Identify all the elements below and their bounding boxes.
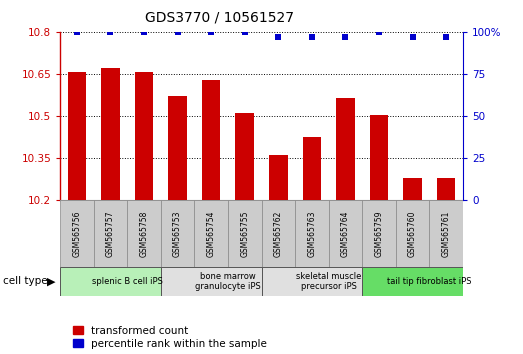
- Text: GDS3770 / 10561527: GDS3770 / 10561527: [145, 11, 294, 25]
- Point: [408, 34, 417, 40]
- Bar: [127, 200, 161, 267]
- Bar: [60, 200, 94, 267]
- Bar: [60, 267, 161, 296]
- Point: [73, 29, 81, 35]
- Bar: [101, 68, 120, 200]
- Point: [442, 34, 450, 40]
- Bar: [362, 267, 463, 296]
- Text: GSM565756: GSM565756: [72, 210, 82, 257]
- Point: [274, 34, 282, 40]
- Point: [241, 29, 249, 35]
- Point: [106, 29, 115, 35]
- Text: cell type: cell type: [3, 276, 47, 286]
- Bar: [94, 200, 127, 267]
- Legend: transformed count, percentile rank within the sample: transformed count, percentile rank withi…: [73, 326, 267, 349]
- Text: GSM565759: GSM565759: [374, 210, 383, 257]
- Text: splenic B cell iPS: splenic B cell iPS: [92, 277, 163, 286]
- Bar: [269, 155, 288, 200]
- Bar: [161, 200, 195, 267]
- Point: [308, 34, 316, 40]
- Bar: [303, 137, 321, 200]
- Bar: [161, 267, 262, 296]
- Text: GSM565755: GSM565755: [240, 210, 249, 257]
- Bar: [168, 96, 187, 200]
- Bar: [67, 73, 86, 200]
- Text: tail tip fibroblast iPS: tail tip fibroblast iPS: [387, 277, 472, 286]
- Bar: [429, 200, 463, 267]
- Bar: [362, 200, 396, 267]
- Text: bone marrow
granulocyte iPS: bone marrow granulocyte iPS: [195, 272, 261, 291]
- Text: GSM565753: GSM565753: [173, 210, 182, 257]
- Bar: [262, 267, 362, 296]
- Bar: [403, 178, 422, 200]
- Bar: [195, 200, 228, 267]
- Point: [375, 29, 383, 35]
- Bar: [295, 200, 328, 267]
- Bar: [328, 200, 362, 267]
- Point: [174, 29, 182, 35]
- Bar: [437, 178, 456, 200]
- Bar: [135, 73, 153, 200]
- Point: [140, 29, 148, 35]
- Bar: [336, 98, 355, 200]
- Text: GSM565762: GSM565762: [274, 210, 283, 257]
- Point: [207, 29, 215, 35]
- Text: GSM565757: GSM565757: [106, 210, 115, 257]
- Point: [341, 34, 349, 40]
- Text: GSM565760: GSM565760: [408, 210, 417, 257]
- Text: ▶: ▶: [47, 276, 55, 286]
- Text: GSM565758: GSM565758: [140, 210, 149, 257]
- Bar: [228, 200, 262, 267]
- Bar: [202, 80, 220, 200]
- Text: skeletal muscle
precursor iPS: skeletal muscle precursor iPS: [296, 272, 361, 291]
- Bar: [370, 115, 388, 200]
- Text: GSM565754: GSM565754: [207, 210, 215, 257]
- Text: GSM565763: GSM565763: [308, 210, 316, 257]
- Bar: [396, 200, 429, 267]
- Bar: [262, 200, 295, 267]
- Text: GSM565764: GSM565764: [341, 210, 350, 257]
- Text: GSM565761: GSM565761: [441, 210, 451, 257]
- Bar: [235, 113, 254, 200]
